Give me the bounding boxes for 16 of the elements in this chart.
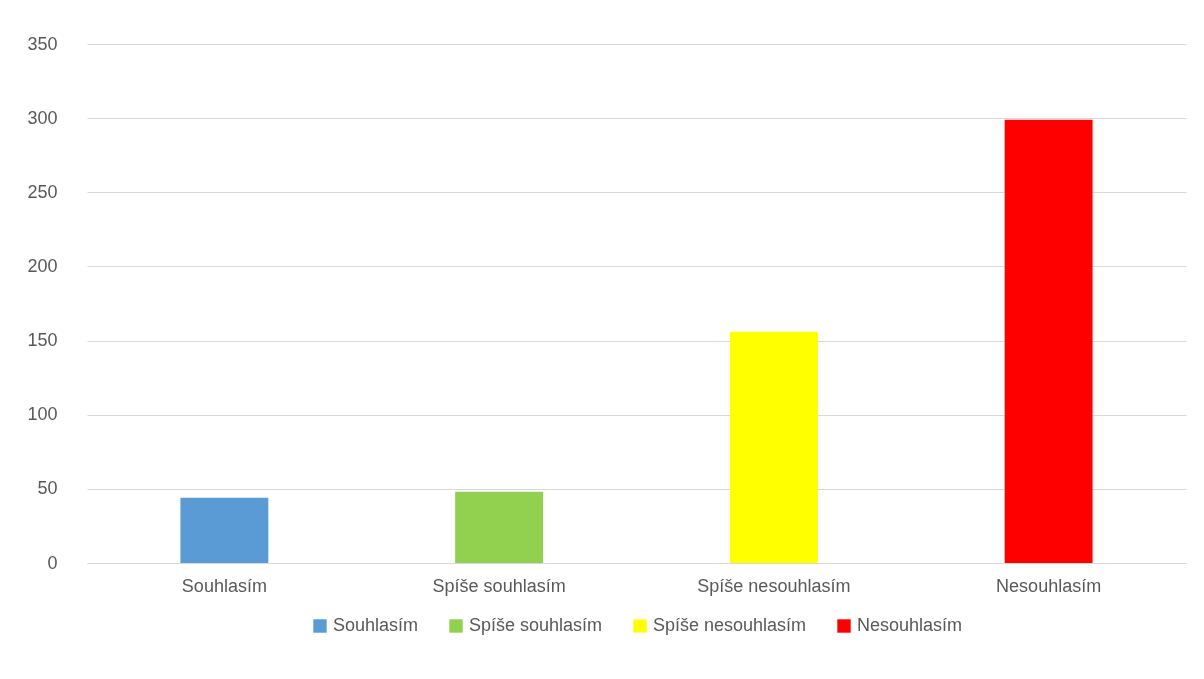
legend-label: Souhlasím: [333, 615, 419, 635]
legend-label: Spíše souhlasím: [469, 615, 603, 635]
y-tick-label: 300: [27, 107, 58, 128]
x-tick-label: Spíše nesouhlasím: [697, 575, 851, 596]
y-tick-label: 50: [37, 478, 58, 499]
y-tick-label: 350: [27, 33, 58, 54]
x-tick-label: Spíše souhlasím: [432, 575, 566, 596]
y-tick-label: 0: [47, 552, 58, 573]
x-tick-label: Souhlasím: [181, 575, 267, 596]
y-tick-label: 250: [27, 181, 58, 202]
y-tick-label: 200: [27, 255, 58, 276]
y-tick-label: 150: [27, 330, 58, 351]
y-tick-label: 100: [27, 404, 58, 425]
legend-label: Spíše nesouhlasím: [653, 615, 807, 635]
x-tick-label: Nesouhlasím: [996, 575, 1102, 596]
legend-label: Nesouhlasím: [857, 615, 963, 635]
